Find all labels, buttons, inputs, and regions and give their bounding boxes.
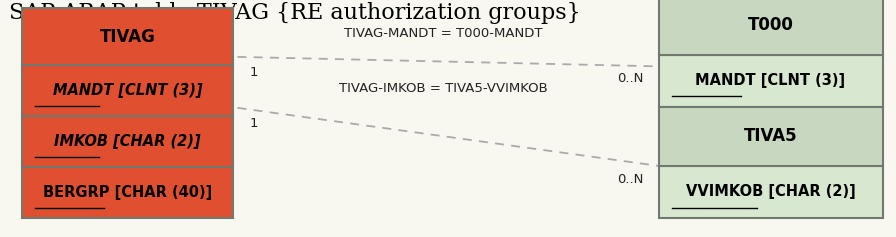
Text: SAP ABAP table TIVAG {RE authorization groups}: SAP ABAP table TIVAG {RE authorization g…: [9, 2, 581, 24]
Text: TIVAG-MANDT = T000-MANDT: TIVAG-MANDT = T000-MANDT: [344, 27, 543, 40]
Text: 1: 1: [249, 117, 257, 130]
FancyBboxPatch shape: [659, 0, 883, 55]
FancyBboxPatch shape: [659, 107, 883, 166]
FancyBboxPatch shape: [22, 116, 233, 167]
Text: MANDT [CLNT (3)]: MANDT [CLNT (3)]: [53, 83, 202, 98]
FancyBboxPatch shape: [659, 55, 883, 107]
Text: IMKOB [CHAR (2)]: IMKOB [CHAR (2)]: [55, 134, 201, 149]
FancyBboxPatch shape: [659, 166, 883, 218]
Text: BERGRP [CHAR (40)]: BERGRP [CHAR (40)]: [43, 185, 212, 200]
Text: 1: 1: [249, 66, 257, 79]
FancyBboxPatch shape: [22, 8, 233, 65]
Text: T000: T000: [747, 16, 794, 34]
Text: 0..N: 0..N: [617, 72, 643, 85]
FancyBboxPatch shape: [22, 65, 233, 116]
Text: TIVAG: TIVAG: [99, 28, 156, 46]
Text: MANDT [CLNT (3)]: MANDT [CLNT (3)]: [695, 73, 846, 88]
Text: TIVAG-IMKOB = TIVA5-VVIMKOB: TIVAG-IMKOB = TIVA5-VVIMKOB: [340, 82, 547, 95]
FancyBboxPatch shape: [22, 167, 233, 218]
Text: 0..N: 0..N: [617, 173, 643, 186]
Text: TIVA5: TIVA5: [744, 127, 797, 145]
Text: VVIMKOB [CHAR (2)]: VVIMKOB [CHAR (2)]: [685, 184, 856, 200]
